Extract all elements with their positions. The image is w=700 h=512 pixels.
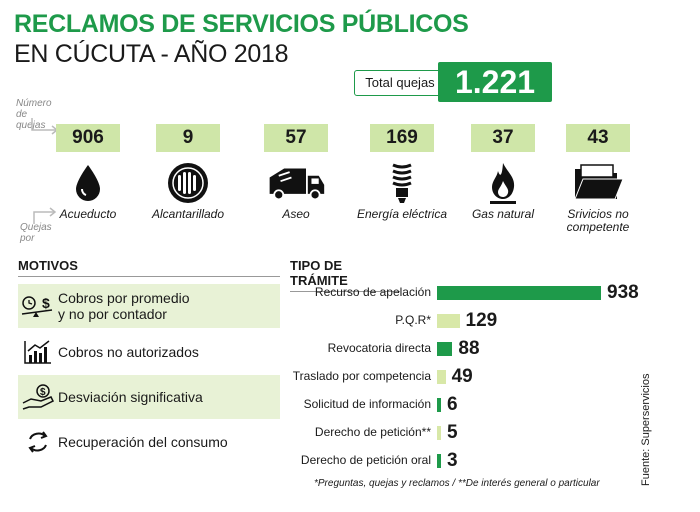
bar-category-label: Traslado por competencia xyxy=(292,369,431,383)
motivo-item: $ Cobros por promedio y no por contador xyxy=(18,284,280,328)
bar-category-label: Revocatoria directa xyxy=(327,341,431,355)
bar-category-label: Recurso de apelación xyxy=(314,285,431,299)
bar-category-label: Derecho de petición oral xyxy=(300,453,431,467)
total-value: 1.221 xyxy=(438,62,552,102)
gas-flame-icon xyxy=(473,160,533,206)
category-alcantarillado: 9 Alcantarillado xyxy=(138,124,238,221)
motivo-item: Cobros no autorizados xyxy=(18,330,280,374)
motivo-label: Desviación significativa xyxy=(58,389,203,405)
total-label: Total quejas xyxy=(354,70,446,96)
bar-category-label: Solicitud de información xyxy=(303,397,431,411)
bar-value-label: 6 xyxy=(447,394,458,415)
category-label: Aseo xyxy=(282,207,310,221)
refresh-icon xyxy=(18,430,58,454)
chart-up-icon xyxy=(18,339,58,365)
category-no-competente: 43 Srivicios no competente xyxy=(548,124,648,234)
category-count: 906 xyxy=(56,124,120,152)
category-count: 37 xyxy=(471,124,535,152)
bar xyxy=(437,342,453,356)
quejas-por-note: Quejas por xyxy=(20,222,52,244)
motivo-label: Recuperación del consumo xyxy=(58,434,228,450)
source-label: Fuente: Superservicios xyxy=(640,373,652,487)
bar-value-label: 3 xyxy=(447,450,458,471)
quejas-arrow xyxy=(33,207,57,224)
bar xyxy=(437,426,441,440)
bar-value-label: 49 xyxy=(451,366,473,387)
tramite-title: TIPO DE TRÁMITE xyxy=(290,258,400,292)
scale-money-icon: $ xyxy=(18,294,58,318)
bar-category-label: Derecho de petición** xyxy=(314,425,431,439)
bar-value-label: 5 xyxy=(447,422,458,443)
bar-value-label: 129 xyxy=(465,310,498,331)
category-label: Acueducto xyxy=(59,207,117,221)
garbage-truck-icon xyxy=(266,160,326,206)
bar-value-label: 88 xyxy=(458,338,480,359)
category-count: 57 xyxy=(264,124,328,152)
motivo-label: Cobros por promedio y no por contador xyxy=(58,290,190,322)
category-count: 9 xyxy=(156,124,220,152)
hand-money-icon: $ xyxy=(18,383,58,411)
total-box: Total quejas 1.221 xyxy=(354,62,552,102)
bar xyxy=(437,370,446,384)
bar xyxy=(437,454,441,468)
category-energia: 169 Energía eléctrica xyxy=(352,124,452,221)
bar xyxy=(437,314,460,328)
folder-icon xyxy=(568,160,628,206)
category-label: Alcantarillado xyxy=(151,207,225,221)
category-label: Energía eléctrica xyxy=(356,207,448,221)
motivo-item: Recuperación del consumo xyxy=(18,420,280,464)
title-line-1: RECLAMOS DE SERVICIOS PÚBLICOS xyxy=(14,10,469,38)
bar-value-label: 938 xyxy=(607,282,639,303)
water-drop-icon xyxy=(58,160,118,206)
category-count: 43 xyxy=(566,124,630,152)
lightbulb-icon xyxy=(372,160,432,206)
svg-text:$: $ xyxy=(42,295,50,311)
category-count: 169 xyxy=(370,124,434,152)
svg-text:$: $ xyxy=(40,387,46,398)
title-line-2: EN CÚCUTA - AÑO 2018 xyxy=(14,40,289,68)
category-acueducto: 906 Acueducto xyxy=(38,124,138,221)
numero-note: Número de quejas xyxy=(16,98,52,131)
bar xyxy=(437,398,441,412)
motivo-label: Cobros no autorizados xyxy=(58,344,199,360)
motivo-item: $ Desviación significativa xyxy=(18,375,280,419)
footnote: *Preguntas, quejas y reclamos / **De int… xyxy=(314,478,600,489)
sewer-grate-icon xyxy=(158,160,218,206)
category-label: Srivicios no competente xyxy=(566,207,630,234)
bar xyxy=(437,286,601,300)
bar-category-label: P.Q.R* xyxy=(395,313,431,327)
category-gas: 37 Gas natural xyxy=(453,124,553,221)
category-label: Gas natural xyxy=(471,207,535,221)
motivos-title: MOTIVOS xyxy=(18,258,280,277)
category-aseo: 57 Aseo xyxy=(246,124,346,221)
